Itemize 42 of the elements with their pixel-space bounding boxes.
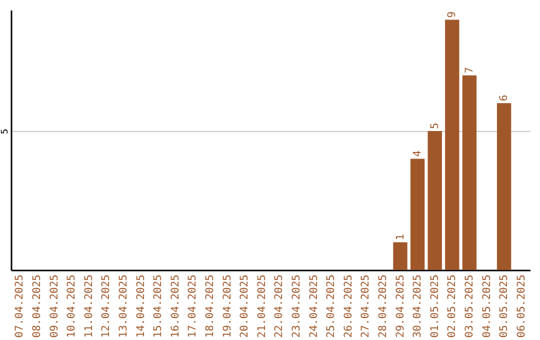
x-tick-label: 14.04.2025 <box>134 274 147 338</box>
data-label: 1 <box>394 234 406 240</box>
x-tick-label: 05.05.2025 <box>498 274 510 338</box>
x-tick-label: 22.04.2025 <box>273 274 286 338</box>
x-tick-label: 08.04.2025 <box>30 274 43 338</box>
x-tick-label: 23.04.2025 <box>290 274 302 338</box>
x-tick-label: 01.05.2025 <box>428 274 441 338</box>
data-label: 9 <box>446 11 458 18</box>
bar <box>428 130 442 270</box>
bar <box>393 242 408 270</box>
bar <box>410 158 425 270</box>
x-tick-label: 19.04.2025 <box>221 274 234 338</box>
data-label: 4 <box>412 150 424 157</box>
data-label: 6 <box>498 94 510 102</box>
x-tick-label: 15.04.2025 <box>152 274 164 338</box>
x-tick-label: 17.04.2025 <box>186 274 199 338</box>
x-tick-label: 09.04.2025 <box>48 274 60 338</box>
x-tick-label: 27.04.2025 <box>360 274 372 338</box>
x-tick-label: 13.04.2025 <box>117 274 130 338</box>
x-tick-label: 10.04.2025 <box>66 274 78 338</box>
x-tick-label: 26.04.2025 <box>342 274 354 338</box>
x-tick-label: 28.04.2025 <box>376 274 389 338</box>
x-tick-label: 11.04.2025 <box>82 274 95 338</box>
x-tick-label: 29.04.2025 <box>394 274 406 338</box>
data-label: 7 <box>463 67 476 74</box>
bar <box>462 75 477 270</box>
bar <box>496 103 512 270</box>
x-tick-label: 25.04.2025 <box>325 274 338 338</box>
x-tick-label: 07.04.2025 <box>14 274 26 338</box>
x-tick-label: 30.04.2025 <box>412 274 424 338</box>
x-tick-label: 12.04.2025 <box>100 274 112 338</box>
data-label: 5 <box>428 122 441 129</box>
x-tick-label: 03.05.2025 <box>463 274 476 338</box>
x-tick-label: 16.04.2025 <box>169 274 182 338</box>
x-tick-label: 20.04.2025 <box>238 274 251 338</box>
x-tick-label: 24.04.2025 <box>308 274 320 338</box>
x-tick-label: 06.05.2025 <box>515 274 528 338</box>
x-tick-label: 18.04.2025 <box>204 274 216 338</box>
x-tick-label: 04.05.2025 <box>480 274 493 338</box>
bar <box>445 20 460 270</box>
x-tick-label: 21.04.2025 <box>256 274 268 338</box>
x-tick-label: 02.05.2025 <box>446 274 458 338</box>
